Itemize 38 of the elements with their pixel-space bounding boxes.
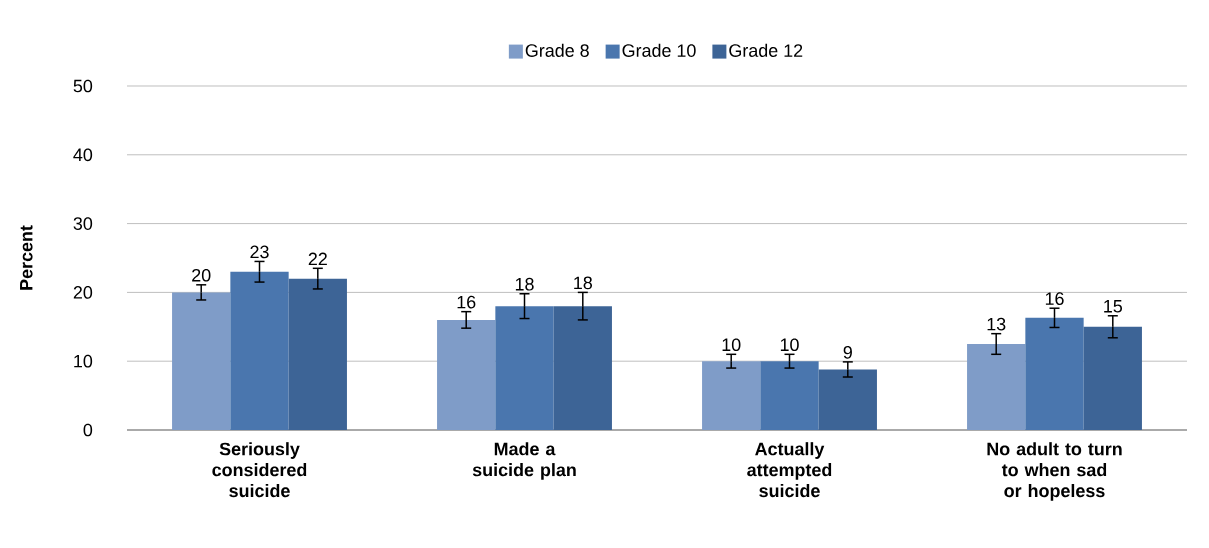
bar <box>702 361 761 430</box>
bar <box>495 306 554 430</box>
bar <box>172 292 231 430</box>
bar <box>967 343 1026 430</box>
data-label: 10 <box>780 338 799 352</box>
bar <box>288 278 347 430</box>
y-tick-label: 20 <box>73 286 93 299</box>
x-tick-label: No adult to turn to when sad or hopeless <box>987 442 1122 501</box>
data-label: 9 <box>843 345 852 359</box>
data-label: 10 <box>722 338 741 352</box>
data-label: 16 <box>457 295 476 309</box>
legend-label: Grade 12 <box>729 43 803 57</box>
y-axis-title: Percent <box>20 225 33 290</box>
y-tick-label: 10 <box>74 354 93 368</box>
x-tick-label: Seriously considered suicide <box>212 442 307 498</box>
x-tick-label: Actually attempted suicide <box>747 442 832 498</box>
data-label: 16 <box>1045 292 1064 306</box>
data-label: 15 <box>1104 300 1123 313</box>
legend-label: Grade 8 <box>525 43 589 57</box>
bar <box>230 271 289 430</box>
y-tick-label: 0 <box>83 423 93 437</box>
data-label: 23 <box>250 245 269 259</box>
data-label: 20 <box>192 268 211 282</box>
bar <box>760 361 819 430</box>
bar <box>553 306 612 430</box>
y-tick-label: 50 <box>73 79 93 93</box>
bar <box>818 369 877 430</box>
legend-label: Grade 10 <box>622 43 696 57</box>
data-label: 18 <box>515 277 534 291</box>
bar <box>437 319 496 430</box>
y-tick-label: 40 <box>73 148 93 162</box>
x-tick-label: Made a suicide plan <box>472 442 576 480</box>
data-label: 13 <box>987 317 1006 331</box>
bar <box>1083 326 1142 430</box>
y-tick-label: 30 <box>73 217 93 230</box>
data-label: 22 <box>308 252 327 266</box>
bar <box>1025 317 1084 430</box>
data-label: 18 <box>574 276 592 290</box>
